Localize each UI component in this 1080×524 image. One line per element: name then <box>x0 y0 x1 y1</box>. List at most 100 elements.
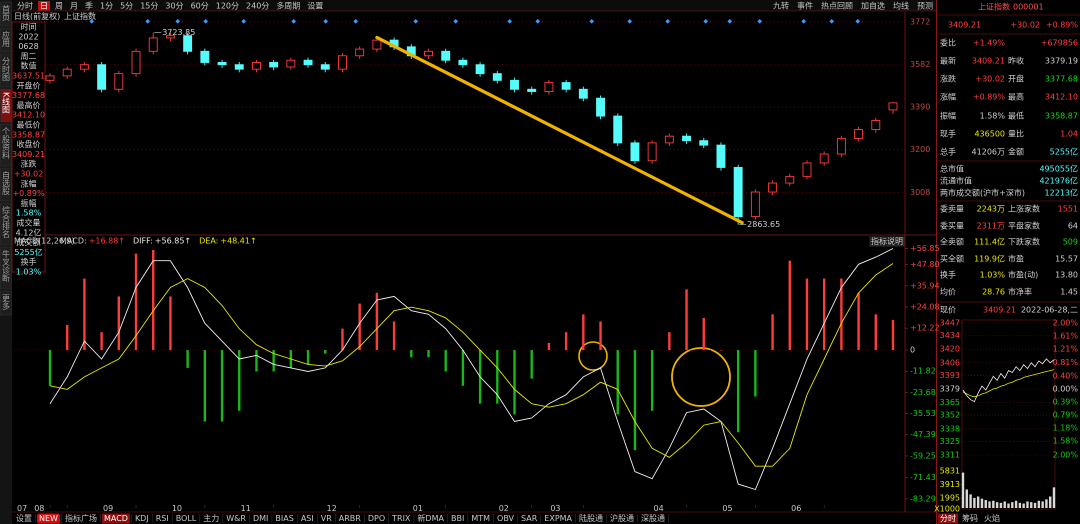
sidebar-tab[interactable] <box>0 123 12 167</box>
toolbar-tab[interactable]: 30分 <box>165 2 183 11</box>
indicator-tab[interactable]: MTM <box>471 514 490 523</box>
indicator-tab[interactable]: 设置 <box>16 513 32 523</box>
event-marker[interactable] <box>89 19 94 24</box>
event-marker[interactable] <box>241 19 246 24</box>
toolbar-tab[interactable]: 15分 <box>140 2 158 11</box>
indicator-tab[interactable]: 深股通 <box>641 513 665 523</box>
event-marker[interactable] <box>703 19 708 24</box>
indicator-tab[interactable]: ARBR <box>339 514 362 523</box>
toolbar-tab[interactable]: 日 <box>40 2 48 11</box>
indicator-tab[interactable]: MACD <box>104 514 128 523</box>
toolbar-tab[interactable]: 5分 <box>120 2 133 11</box>
indicator-tab[interactable]: 指标广场 <box>65 513 97 523</box>
indicator-tab[interactable]: BOLL <box>176 514 197 523</box>
volume-bar <box>984 500 987 508</box>
candle-body <box>320 64 330 70</box>
quote-tab[interactable]: 分时 <box>940 513 956 523</box>
sidebar-label[interactable]: 综合排名 <box>2 205 11 239</box>
sidebar-label[interactable]: 牛叉诊断 <box>2 249 11 283</box>
sidebar-label[interactable]: 个股资料 <box>2 127 11 160</box>
event-marker[interactable] <box>145 19 150 24</box>
event-marker[interactable] <box>855 19 860 24</box>
event-marker[interactable] <box>727 19 732 24</box>
indicator-tab[interactable]: DMI <box>253 514 268 523</box>
toolbar-action[interactable]: 预测 <box>917 1 933 11</box>
info-item: 换手 <box>21 257 37 267</box>
indicator-tab[interactable]: EXPMA <box>544 514 572 523</box>
event-marker[interactable] <box>757 19 762 24</box>
indicator-tab[interactable]: 陆股通 <box>579 513 603 523</box>
indicator-tab[interactable]: W&R <box>226 514 246 523</box>
toolbar-tab[interactable]: 120分 <box>216 2 239 11</box>
event-marker[interactable] <box>535 19 540 24</box>
info-item: 2022 <box>18 32 38 41</box>
sidebar-label[interactable]: 分时图 <box>2 57 11 82</box>
indicator-tab[interactable]: ASI <box>301 514 314 523</box>
sidebar-tab[interactable] <box>0 53 12 88</box>
sidebar-tab[interactable] <box>0 202 12 246</box>
indicator-tab[interactable]: OBV <box>497 514 515 523</box>
y-tick-label: 3311 <box>940 451 960 460</box>
sidebar-tab[interactable] <box>0 27 12 53</box>
event-marker[interactable] <box>801 19 806 24</box>
sidebar-label[interactable]: 首页 <box>2 4 11 22</box>
y-tick-label: +12.22 <box>910 324 940 333</box>
toolbar-tab[interactable]: 多周期 <box>276 1 300 11</box>
indicator-button-label[interactable]: 指标说明 <box>871 236 903 246</box>
sidebar-tab[interactable] <box>0 246 12 290</box>
sidebar-label[interactable]: 应用 <box>2 30 11 48</box>
indicator-tab[interactable]: RSI <box>156 514 169 523</box>
quote-cell: 15.57 <box>1055 255 1078 264</box>
indicator-tab[interactable]: 沪股通 <box>610 513 634 523</box>
toolbar-tab[interactable]: 季 <box>85 1 93 11</box>
indicator-tab[interactable]: BIAS <box>275 514 293 523</box>
x-tick-label: 06 <box>791 504 801 513</box>
x-tick-label: 12 <box>327 504 337 513</box>
event-marker[interactable] <box>829 19 834 24</box>
toolbar-tab[interactable]: 分时 <box>17 1 33 11</box>
indicator-tab[interactable]: 主力 <box>203 513 219 523</box>
indicator-tab[interactable]: NEW <box>39 514 58 523</box>
toolbar-tab[interactable]: 月 <box>70 2 78 11</box>
toolbar-tab[interactable]: 60分 <box>191 2 209 11</box>
toolbar-action[interactable]: 事件 <box>797 1 813 11</box>
event-marker[interactable] <box>627 19 632 24</box>
indicator-tab[interactable]: 新DMA <box>417 513 444 523</box>
event-marker[interactable] <box>203 19 208 24</box>
sidebar-tab[interactable] <box>0 167 12 202</box>
event-marker[interactable] <box>589 19 594 24</box>
indicator-tab[interactable]: TRIX <box>391 514 411 523</box>
indicator-tab[interactable]: DPO <box>368 514 385 523</box>
candle-body <box>338 55 347 70</box>
indicator-tab[interactable]: SAR <box>521 514 538 523</box>
indicator-tab[interactable]: KDJ <box>135 514 149 523</box>
sidebar-label[interactable]: 更多 <box>2 294 11 311</box>
toolbar-tab[interactable]: 1分 <box>100 2 113 11</box>
quote-tab[interactable]: 火焰 <box>984 513 1000 523</box>
quote-tab[interactable]: 筹码 <box>962 513 978 523</box>
toolbar-tab[interactable]: 周 <box>55 2 63 11</box>
sidebar-label[interactable]: K线图 <box>2 92 11 114</box>
sidebar-tab[interactable] <box>0 1 12 27</box>
toolbar-action[interactable]: 均线 <box>893 1 909 11</box>
quote-cell: 涨幅 <box>940 92 956 102</box>
volume-bar <box>1045 499 1048 508</box>
sidebar-tab[interactable] <box>0 88 12 123</box>
event-marker[interactable] <box>665 19 670 24</box>
candle-body <box>114 73 124 90</box>
toolbar-action[interactable]: 热点回顾 <box>821 1 853 11</box>
y-tick-label: 3772 <box>910 17 930 26</box>
y-tick-label: 3008 <box>910 188 930 197</box>
toolbar-action[interactable]: 加自选 <box>861 1 885 11</box>
indicator-tab[interactable]: VR <box>321 514 332 523</box>
volume-tick-label: 5831 <box>940 466 960 475</box>
toolbar-action[interactable]: 九转 <box>773 1 789 11</box>
indicator-button[interactable] <box>869 236 905 247</box>
indicator-tab[interactable]: BBI <box>451 514 464 523</box>
toolbar-tab[interactable]: 设置 <box>307 1 323 11</box>
toolbar-tab[interactable]: 240分 <box>246 2 269 11</box>
event-marker[interactable] <box>175 19 180 24</box>
macd-bar <box>83 278 86 351</box>
sidebar-label[interactable]: 自选股 <box>2 170 11 196</box>
sidebar-tab[interactable] <box>0 290 12 316</box>
